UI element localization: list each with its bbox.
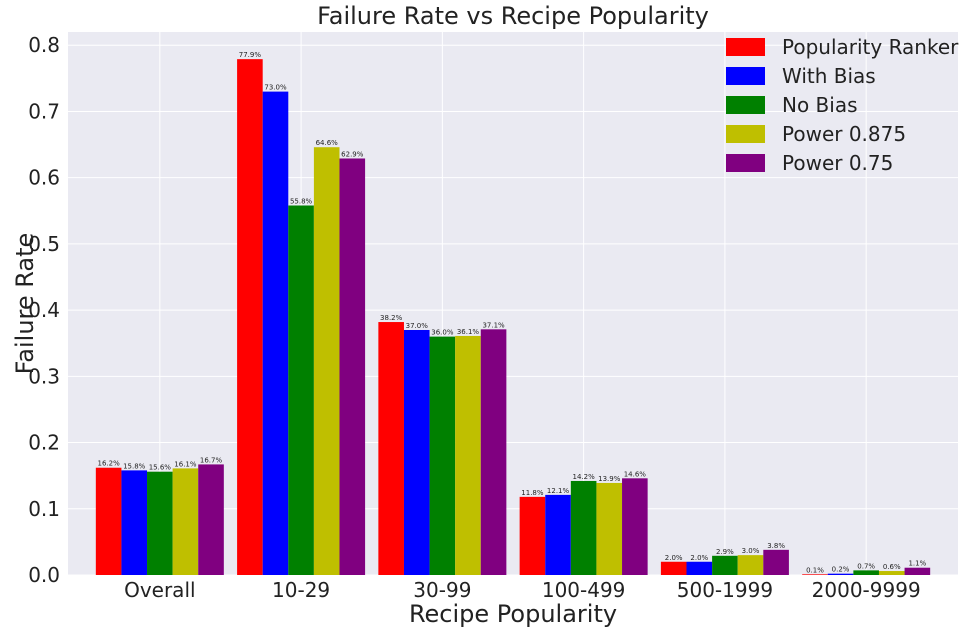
bar-value-label: 3.8% bbox=[767, 542, 785, 550]
bar-value-label: 36.0% bbox=[431, 329, 454, 337]
legend-label: Popularity Ranker bbox=[782, 35, 959, 59]
bar-value-label: 2.0% bbox=[690, 554, 708, 562]
bar bbox=[712, 555, 738, 575]
bar-value-label: 16.2% bbox=[98, 460, 121, 468]
bar-value-label: 37.1% bbox=[482, 321, 505, 329]
bar-value-label: 2.0% bbox=[665, 554, 683, 562]
bar-value-label: 0.1% bbox=[806, 566, 824, 574]
bar bbox=[480, 329, 507, 575]
legend-label: No Bias bbox=[782, 93, 858, 117]
bar-value-label: 55.8% bbox=[290, 197, 313, 205]
legend-swatch bbox=[726, 154, 765, 172]
bar-value-label: 1.1% bbox=[908, 560, 926, 568]
y-tick-label: 0.4 bbox=[28, 298, 60, 322]
bar-value-label: 77.9% bbox=[239, 51, 262, 59]
bar-value-label: 38.2% bbox=[380, 314, 403, 322]
bar-value-label: 14.6% bbox=[624, 470, 647, 478]
bar-value-label: 36.1% bbox=[457, 328, 480, 336]
bar bbox=[519, 496, 546, 575]
x-tick-label: Overall bbox=[124, 578, 195, 602]
bar bbox=[288, 205, 314, 575]
bar bbox=[686, 561, 713, 575]
bar-value-label: 0.2% bbox=[832, 566, 850, 574]
y-tick-label: 0.8 bbox=[28, 33, 60, 57]
legend: Popularity Ranker With Bias No Bias Power 0… bbox=[726, 35, 959, 175]
bar-value-label: 12.1% bbox=[547, 487, 570, 495]
bar bbox=[95, 467, 122, 575]
bar bbox=[378, 322, 404, 575]
bar bbox=[147, 471, 173, 575]
bar bbox=[570, 480, 597, 575]
bar bbox=[262, 91, 289, 575]
y-tick-label: 0.5 bbox=[28, 232, 60, 256]
y-tick-label: 0.3 bbox=[28, 364, 60, 388]
bar bbox=[455, 335, 481, 575]
x-tick-label: 10-29 bbox=[272, 578, 330, 602]
bar bbox=[827, 573, 854, 575]
bar-value-label: 64.6% bbox=[316, 139, 339, 147]
bar-value-labels: 16.2% 15.8% 15.6% 16.1% 16.7% 77.9% 73.0% 55.8%… bbox=[98, 51, 927, 574]
y-tick-label: 0.2 bbox=[28, 431, 60, 455]
chart-title: Failure Rate vs Recipe Popularity bbox=[317, 2, 709, 30]
bar bbox=[763, 549, 789, 575]
bar bbox=[121, 470, 148, 575]
bar bbox=[403, 329, 430, 575]
y-tick-label: 0.6 bbox=[28, 166, 60, 190]
legend-label: Power 0.75 bbox=[782, 151, 893, 175]
bar-value-label: 16.1% bbox=[174, 460, 197, 468]
bar-value-label: 0.6% bbox=[883, 563, 901, 571]
bar bbox=[878, 571, 905, 575]
bar-value-label: 16.7% bbox=[200, 456, 223, 464]
bar bbox=[545, 494, 571, 575]
bar-value-label: 2.9% bbox=[716, 548, 734, 556]
bar bbox=[802, 574, 828, 575]
y-axis-title: Failure Rate bbox=[11, 233, 39, 375]
bar-value-label: 3.0% bbox=[742, 547, 760, 555]
bar-value-label: 15.6% bbox=[149, 464, 172, 472]
x-axis-ticks: Overall 10-29 30-99 100-499 500-1999 2000-999… bbox=[124, 578, 921, 602]
bar bbox=[596, 482, 623, 575]
bars bbox=[95, 59, 931, 576]
bar-value-label: 37.0% bbox=[406, 322, 429, 330]
bar bbox=[198, 464, 224, 575]
bar-value-label: 11.8% bbox=[521, 489, 544, 497]
bar bbox=[622, 478, 648, 575]
bar bbox=[904, 567, 931, 575]
legend-label: Power 0.875 bbox=[782, 122, 906, 146]
x-tick-label: 2000-9999 bbox=[812, 578, 921, 602]
bar bbox=[237, 59, 263, 575]
bar bbox=[737, 555, 764, 575]
bar bbox=[313, 147, 340, 575]
legend-swatch bbox=[726, 38, 765, 56]
y-tick-label: 0.7 bbox=[28, 99, 60, 123]
legend-swatch bbox=[726, 67, 765, 85]
y-tick-label: 0.1 bbox=[28, 497, 60, 521]
bar bbox=[660, 561, 687, 575]
legend-label: With Bias bbox=[782, 64, 876, 88]
y-axis-ticks: 0.0 0.1 0.2 0.3 0.4 0.5 0.6 0.7 0.8 bbox=[28, 33, 60, 587]
x-tick-label: 100-499 bbox=[542, 578, 626, 602]
bar-value-label: 15.8% bbox=[123, 462, 146, 470]
x-axis-title: Recipe Popularity bbox=[409, 600, 617, 628]
bar bbox=[172, 468, 199, 575]
bar bbox=[339, 158, 366, 576]
legend-swatch bbox=[726, 96, 765, 114]
bar-value-label: 13.9% bbox=[598, 475, 621, 483]
x-tick-label: 500-1999 bbox=[677, 578, 773, 602]
bar-value-label: 0.7% bbox=[857, 562, 875, 570]
legend-swatch bbox=[726, 125, 765, 143]
bar bbox=[853, 570, 879, 575]
bar-value-label: 73.0% bbox=[264, 84, 287, 92]
bar bbox=[429, 336, 456, 575]
y-tick-label: 0.0 bbox=[28, 563, 60, 587]
bar-value-label: 62.9% bbox=[341, 150, 364, 158]
bar-value-label: 14.2% bbox=[573, 473, 596, 481]
x-tick-label: 30-99 bbox=[413, 578, 471, 602]
